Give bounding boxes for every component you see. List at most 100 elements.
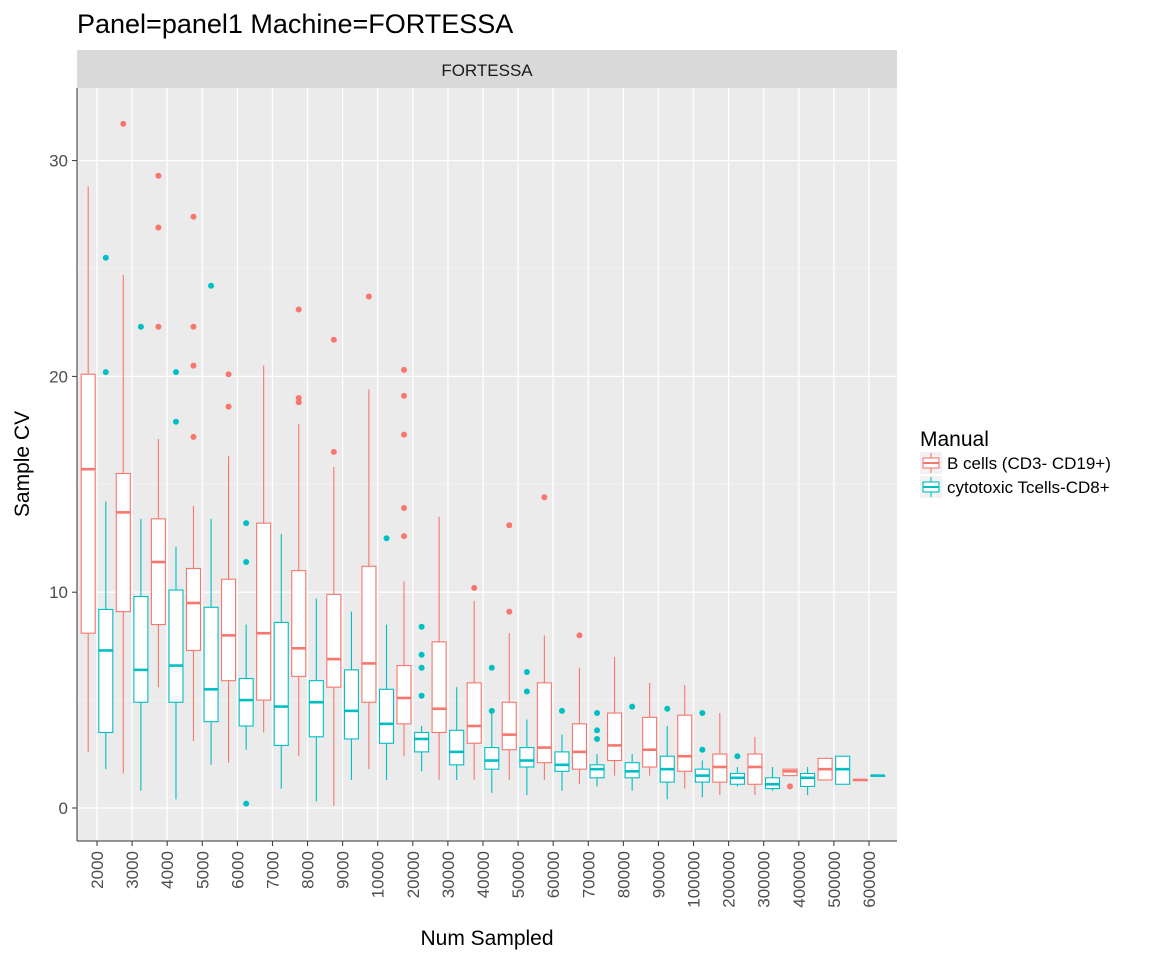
x-tick-label: 2000 <box>88 851 107 889</box>
box-iqr <box>326 593 342 688</box>
box-bcells <box>782 768 798 790</box>
x-tick-label: 3000 <box>123 851 142 889</box>
x-tick-label: 20000 <box>404 851 423 898</box>
box-bcells <box>817 757 833 781</box>
box-bcells <box>221 371 237 763</box>
x-tick-label: 200000 <box>720 851 739 908</box>
box-bcells <box>747 736 763 796</box>
outlier-point <box>594 710 601 717</box>
box-iqr <box>238 677 254 727</box>
box-iqr <box>273 621 289 746</box>
legend: Manual B cells (CD3- CD19+) cytotoxic Tce… <box>920 428 1111 498</box>
outlier-point <box>664 705 671 712</box>
x-tick-label: 40000 <box>474 851 493 898</box>
box-iqr <box>308 680 324 738</box>
box-tcells <box>238 520 254 807</box>
outlier-point <box>523 669 530 676</box>
box-tcells <box>98 254 114 770</box>
box-iqr <box>536 682 552 764</box>
box-tcells <box>519 669 535 796</box>
outlier-point <box>330 336 337 343</box>
outlier-point <box>243 520 250 527</box>
outlier-point <box>120 120 127 127</box>
x-tick-label: 9000 <box>334 851 353 889</box>
outlier-point <box>401 366 408 373</box>
box-bcells <box>677 684 693 789</box>
outlier-point <box>576 632 583 639</box>
box-tcells <box>273 533 289 789</box>
x-tick-label: 600000 <box>860 851 879 908</box>
box-bcells <box>431 516 447 780</box>
box-tcells <box>764 766 781 791</box>
box-tcells <box>659 705 675 800</box>
outlier-point <box>418 623 425 630</box>
x-tick-label: 5000 <box>193 851 212 889</box>
legend-label: B cells (CD3- CD19+) <box>947 454 1111 473</box>
box-iqr <box>466 682 482 744</box>
box-iqr <box>414 731 430 753</box>
facet-strip-label: FORTESSA <box>441 61 533 80</box>
x-tick-label: 500000 <box>825 851 844 908</box>
box-tcells <box>449 687 465 780</box>
box-bcells <box>291 306 307 757</box>
box-iqr <box>571 723 588 770</box>
outlier-point <box>155 323 162 330</box>
box-iqr <box>185 567 202 652</box>
box-bcells <box>150 172 166 688</box>
x-tick-label: 30000 <box>439 851 458 898</box>
outlier-point <box>401 533 408 540</box>
box-tcells <box>554 707 570 791</box>
outlier-point <box>102 369 109 376</box>
outlier-point <box>225 371 232 378</box>
box-tcells <box>729 753 745 787</box>
box-bcells <box>361 293 377 770</box>
outlier-point <box>172 369 179 376</box>
outlier-point <box>172 418 179 425</box>
box-iqr <box>519 747 535 768</box>
x-tick-label: 8000 <box>299 851 318 889</box>
outlier-point <box>787 783 793 790</box>
box-tcells <box>308 598 324 802</box>
x-tick-label: 50000 <box>509 851 528 898</box>
box-tcells <box>343 611 359 780</box>
box-iqr <box>800 772 816 787</box>
outlier-point <box>699 710 706 717</box>
boxplot-layer <box>80 120 886 807</box>
box-tcells <box>870 774 886 777</box>
box-bcells <box>115 120 131 774</box>
box-iqr <box>80 373 96 634</box>
outlier-point <box>401 392 408 399</box>
outlier-point <box>699 746 706 753</box>
y-tick-label: 30 <box>49 152 68 171</box>
outlier-point <box>506 522 513 529</box>
box-tcells <box>800 766 816 796</box>
box-bcells <box>466 584 482 780</box>
box-iqr <box>361 565 377 703</box>
x-tick-label: 80000 <box>614 851 633 898</box>
box-bcells <box>80 186 96 752</box>
x-axis-title: Num Sampled <box>420 927 553 950</box>
box-bcells <box>501 522 517 780</box>
x-tick-label: 60000 <box>544 851 563 898</box>
outlier-point <box>488 707 495 714</box>
box-tcells <box>694 710 710 798</box>
outlier-point <box>594 727 601 734</box>
box-bcells <box>712 713 728 796</box>
box-bcells <box>326 336 342 806</box>
y-axis-title: Sample CV <box>11 411 34 517</box>
box-iqr <box>343 669 359 740</box>
outlier-point <box>418 651 425 658</box>
box-iqr <box>168 589 184 703</box>
box-tcells <box>484 664 500 793</box>
box-bcells <box>185 213 202 742</box>
outlier-point <box>102 254 109 261</box>
box-tcells <box>133 323 149 791</box>
x-tick-label: 300000 <box>755 851 774 908</box>
box-iqr <box>203 606 219 723</box>
outlier-point <box>471 584 478 591</box>
x-tick-label: 90000 <box>649 851 668 898</box>
x-tick-label: 4000 <box>158 851 177 889</box>
outlier-point <box>401 431 408 438</box>
box-bcells <box>256 365 272 733</box>
box-iqr <box>554 751 570 772</box>
